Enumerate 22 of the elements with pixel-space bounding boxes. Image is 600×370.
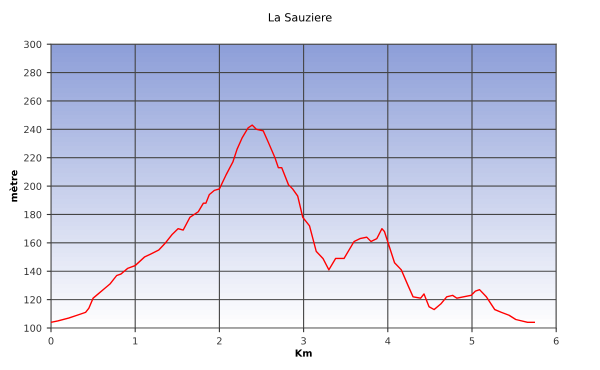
- x-tick-label: 5: [470, 337, 474, 345]
- x-tick-label: 4: [385, 337, 390, 344]
- chart-title: La Sauziere: [268, 12, 332, 22]
- y-tick-label: 240: [24, 126, 42, 134]
- x-tick-label: 3: [301, 337, 306, 345]
- y-tick-label: 160: [24, 239, 42, 247]
- y-tick-label: 260: [24, 97, 42, 105]
- line-series: [51, 124, 536, 324]
- x-tick-label: 1: [133, 337, 138, 344]
- y-tick-label: 300: [24, 40, 42, 48]
- y-tick-label: 280: [24, 69, 42, 76]
- y-tick-label: 180: [24, 210, 42, 218]
- y-tick-label: 120: [24, 296, 42, 304]
- y-tick-label: 100: [24, 324, 42, 332]
- x-tick-label: 0: [48, 337, 54, 345]
- x-axis-title: Km: [296, 350, 312, 357]
- y-tick-label: 200: [24, 182, 42, 190]
- y-tick-label: 220: [24, 154, 42, 162]
- y-tick-label: 140: [24, 268, 42, 276]
- x-tick-label: 6: [554, 337, 559, 345]
- y-axis-title: mètre: [9, 170, 18, 202]
- x-tick-label: 2: [217, 337, 222, 344]
